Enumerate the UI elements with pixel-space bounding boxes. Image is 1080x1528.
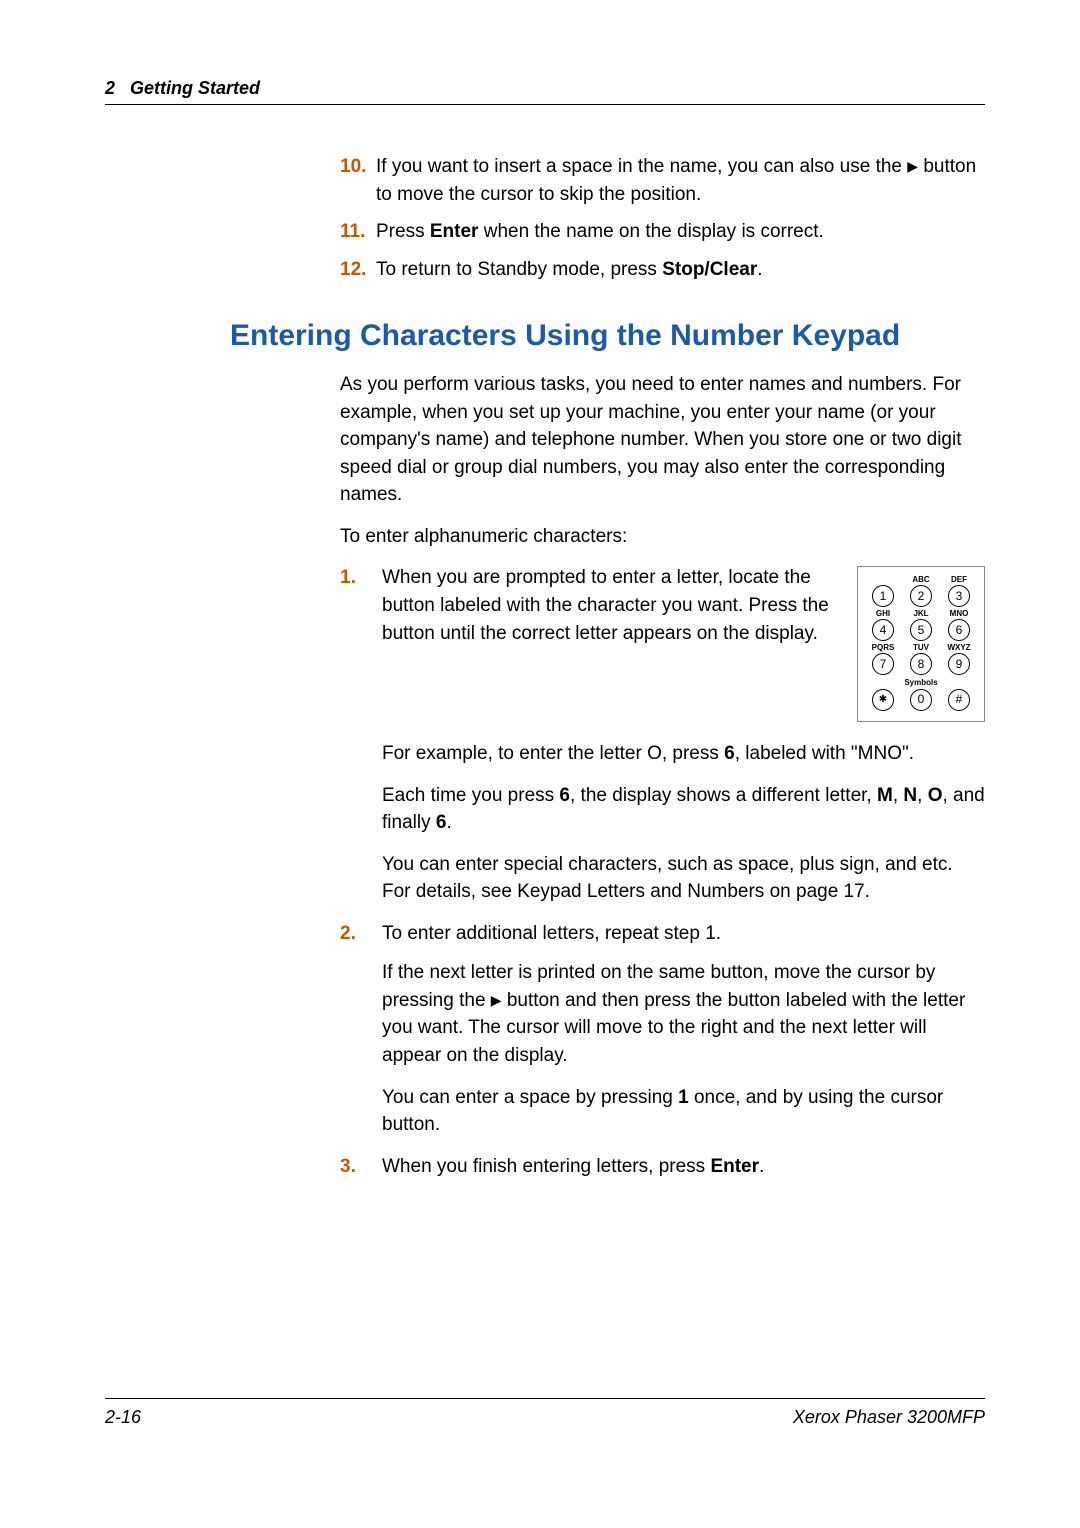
key-label-pqrs: PQRS: [872, 643, 895, 653]
step-number: 3.: [340, 1153, 356, 1181]
key-label-jkl: JKL: [913, 609, 928, 619]
step-10: 10. If you want to insert a space in the…: [340, 153, 985, 208]
key-2: 2: [910, 585, 932, 607]
step-2-text: To enter additional letters, repeat step…: [382, 923, 721, 944]
step-1-text: When you are prompted to enter a letter,…: [382, 567, 829, 643]
step-number: 1.: [340, 564, 356, 592]
key-9: 9: [948, 653, 970, 675]
step-number: 11.: [340, 218, 365, 246]
step-2-detail-1: If the next letter is printed on the sam…: [382, 959, 985, 1069]
key-label-abc: ABC: [912, 575, 929, 585]
right-arrow-icon: ▶: [907, 156, 918, 176]
section-heading: Entering Characters Using the Number Key…: [230, 319, 985, 353]
chapter-number: 2: [105, 78, 115, 98]
chapter-indicator: 2 Getting Started: [105, 78, 260, 98]
intro-paragraph-2: To enter alphanumeric characters:: [340, 523, 985, 551]
key-label-symbols: Symbols: [866, 677, 976, 689]
key-label-tuv: TUV: [913, 643, 929, 653]
product-name: Xerox Phaser 3200MFP: [793, 1407, 985, 1428]
key-label-wxyz: WXYZ: [947, 643, 970, 653]
key-1: 1: [872, 585, 894, 607]
keypad-row-3: PQRS7 TUV8 WXYZ9: [866, 643, 976, 675]
step-text: Press Enter when the name on the display…: [376, 221, 824, 242]
key-8: 8: [910, 653, 932, 675]
page-number: 2-16: [105, 1407, 141, 1428]
key-7: 7: [872, 653, 894, 675]
key-6: 6: [948, 619, 970, 641]
key-3: 3: [948, 585, 970, 607]
section-body: As you perform various tasks, you need t…: [340, 371, 985, 1180]
step-2: 2. To enter additional letters, repeat s…: [340, 920, 985, 948]
chapter-title: Getting Started: [130, 78, 260, 98]
content-area: 10. If you want to insert a space in the…: [340, 153, 985, 283]
intro-paragraph-1: As you perform various tasks, you need t…: [340, 371, 985, 509]
step-1-detail-3: You can enter special characters, such a…: [382, 851, 985, 906]
key-label-mno: MNO: [950, 609, 969, 619]
key-star: ✱: [872, 689, 894, 711]
key-hash: #: [948, 689, 970, 711]
step-12: 12. To return to Standby mode, press Sto…: [340, 256, 985, 284]
step-1-detail-1: For example, to enter the letter O, pres…: [382, 740, 985, 768]
step-text: If you want to insert a space in the nam…: [376, 156, 976, 205]
key-5: 5: [910, 619, 932, 641]
step-number: 2.: [340, 920, 356, 948]
page: 2 Getting Started 10. If you want to ins…: [0, 0, 1080, 1528]
page-header: 2 Getting Started: [105, 78, 985, 105]
step-text: To return to Standby mode, press Stop/Cl…: [376, 259, 763, 280]
key-0: 0: [910, 689, 932, 711]
step-2-detail-2: You can enter a space by pressing 1 once…: [382, 1084, 985, 1139]
key-label-ghi: GHI: [876, 609, 890, 619]
step-1-detail-2: Each time you press 6, the display shows…: [382, 782, 985, 837]
keypad-illustration: 1 ABC2 DEF3 GHI4 JKL5 MNO6 PQRS7 TUV8 WX…: [857, 566, 985, 722]
step-number: 10.: [340, 153, 366, 181]
keypad-row-2: GHI4 JKL5 MNO6: [866, 609, 976, 641]
keypad-row-4: ✱ 0 #: [866, 689, 976, 711]
step-3-text: When you finish entering letters, press …: [382, 1156, 764, 1177]
step-1: 1. 1 ABC2 DEF3 GHI4 JKL5 MNO6 PQRS7 TU: [340, 564, 985, 728]
keypad-row-1: 1 ABC2 DEF3: [866, 575, 976, 607]
step-3: 3. When you finish entering letters, pre…: [340, 1153, 985, 1181]
step-11: 11. Press Enter when the name on the dis…: [340, 218, 985, 246]
continued-steps-list: 10. If you want to insert a space in the…: [340, 153, 985, 283]
right-arrow-icon: ▶: [491, 990, 502, 1010]
page-footer: 2-16 Xerox Phaser 3200MFP: [105, 1398, 985, 1428]
key-4: 4: [872, 619, 894, 641]
step-number: 12.: [340, 256, 366, 284]
numbered-steps: 1. 1 ABC2 DEF3 GHI4 JKL5 MNO6 PQRS7 TU: [340, 564, 985, 1180]
key-label-def: DEF: [951, 575, 967, 585]
